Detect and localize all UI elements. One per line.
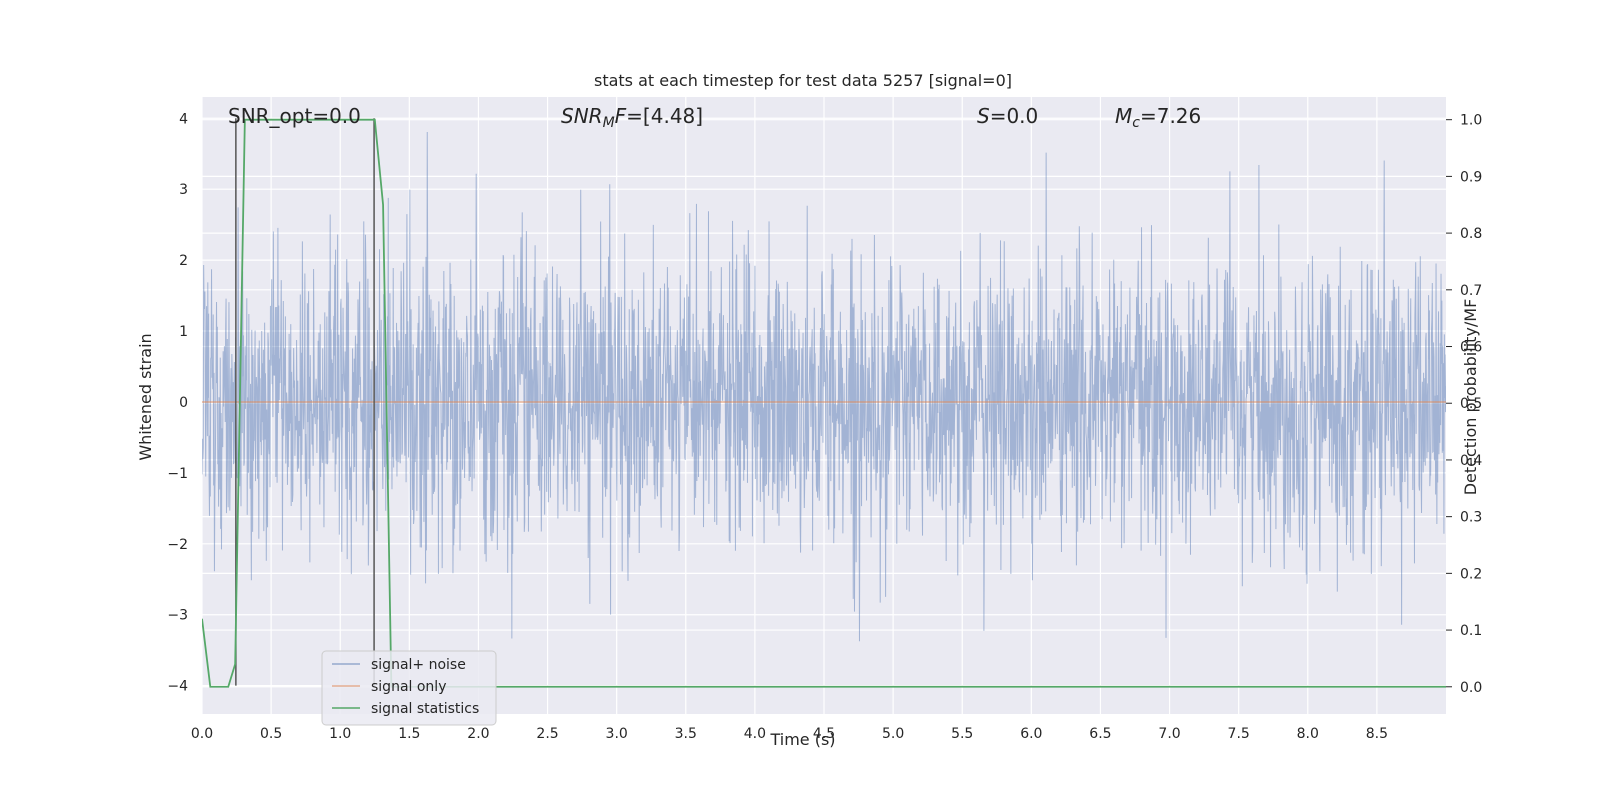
y-right-tick-label: 0.8 [1460, 226, 1482, 242]
series-signal-statistics [202, 118, 1446, 688]
y-left-tick-label: −1 [167, 466, 188, 482]
y-right-tick-label: 0.1 [1460, 623, 1482, 639]
x-tick-label: 1.5 [398, 726, 420, 742]
x-tick-label: 2.5 [536, 726, 558, 742]
annotation-mc: Mc=7.26 [1115, 104, 1201, 131]
y-left-axis-ticks: 4 3 2 1 0 −1 −2 −3 −4 [167, 111, 188, 694]
y-left-tick-label: 0 [179, 395, 188, 411]
y-right-axis-label: Detection probability/MF [1461, 299, 1480, 496]
x-tick-label: 4.5 [813, 726, 835, 742]
annotation-snr-mf-sub: M [603, 115, 615, 131]
y-left-tick-label: 3 [179, 182, 188, 198]
annotation-mc-var: M [1115, 104, 1132, 128]
x-tick-label: 0.0 [191, 726, 213, 742]
x-tick-label: 7.0 [1158, 726, 1180, 742]
x-tick-label: 5.0 [882, 726, 904, 742]
y-right-tick-label: 0.6 [1460, 340, 1482, 356]
y-right-tick-label: 1.0 [1460, 113, 1482, 129]
x-tick-label: 3.0 [606, 726, 628, 742]
y-right-tick-label: 0.2 [1460, 566, 1482, 582]
x-tick-label: 4.0 [744, 726, 766, 742]
legend-label-signal-statistics: signal statistics [371, 701, 479, 717]
y-right-tick-label: 0.7 [1460, 283, 1482, 299]
y-left-axis-label: Whitened strain [136, 333, 155, 460]
x-tick-label: 0.5 [260, 726, 282, 742]
y-left-tick-label: 1 [179, 324, 188, 340]
annotation-s-var: S [977, 104, 990, 128]
y-right-tick-label: 0.5 [1460, 396, 1482, 412]
annotation-snr-mf: SNRMF=[4.48] [561, 104, 703, 131]
annotation-mc-value: =7.26 [1140, 104, 1201, 128]
x-tick-label: 8.5 [1366, 726, 1388, 742]
y-right-tick-label: 0.9 [1460, 169, 1482, 185]
y-left-tick-label: −3 [167, 608, 188, 624]
chart-title: stats at each timestep for test data 525… [594, 71, 1012, 90]
legend-label-signal-only: signal only [371, 679, 446, 695]
y-right-tick-label: 0.0 [1460, 680, 1482, 696]
y-left-tick-label: −2 [167, 537, 188, 553]
annotation-snr-opt: SNR_opt=0.0 [228, 104, 361, 128]
y-right-tick-label: 0.3 [1460, 510, 1482, 526]
x-tick-label: 6.5 [1089, 726, 1111, 742]
y-right-axis-ticks: 1.0 0.9 0.8 0.7 0.6 0.5 0.4 0.3 0.2 0.1 0.0 [1446, 113, 1482, 696]
annotation-snr-mf-main: SNR [561, 104, 603, 128]
x-tick-label: 6.0 [1020, 726, 1042, 742]
annotation-snr-mf-value: =[4.48] [626, 104, 703, 128]
series-signal-plus-noise [202, 131, 1446, 642]
x-tick-label: 2.0 [467, 726, 489, 742]
y-left-tick-label: 2 [179, 253, 188, 269]
x-tick-label: 3.5 [675, 726, 697, 742]
annotation-snr-mf-tail: F [615, 104, 627, 128]
legend-frame [321, 650, 497, 726]
legend-label-signal-plus-noise: signal+ noise [371, 657, 466, 673]
x-tick-label: 1.0 [329, 726, 351, 742]
y-left-tick-label: 4 [179, 111, 188, 127]
y-right-tick-label: 0.4 [1460, 453, 1482, 469]
x-tick-label: 5.5 [951, 726, 973, 742]
annotation-s-value: =0.0 [990, 104, 1039, 128]
series-layer [202, 118, 1446, 688]
annotation-mc-sub: c [1132, 115, 1140, 131]
x-axis-ticks: 0.0 0.5 1.0 1.5 2.0 2.5 3.0 3.5 4.0 4.5 5.0 5.5 6.0 6… [191, 726, 1388, 742]
x-axis-label: Time (s) [769, 730, 835, 749]
y-left-tick-label: −4 [167, 679, 188, 695]
legend: signal+ noise signal only signal statist… [321, 650, 497, 726]
x-tick-label: 7.5 [1228, 726, 1250, 742]
annotation-s: S=0.0 [977, 104, 1038, 128]
x-tick-label: 8.0 [1297, 726, 1319, 742]
